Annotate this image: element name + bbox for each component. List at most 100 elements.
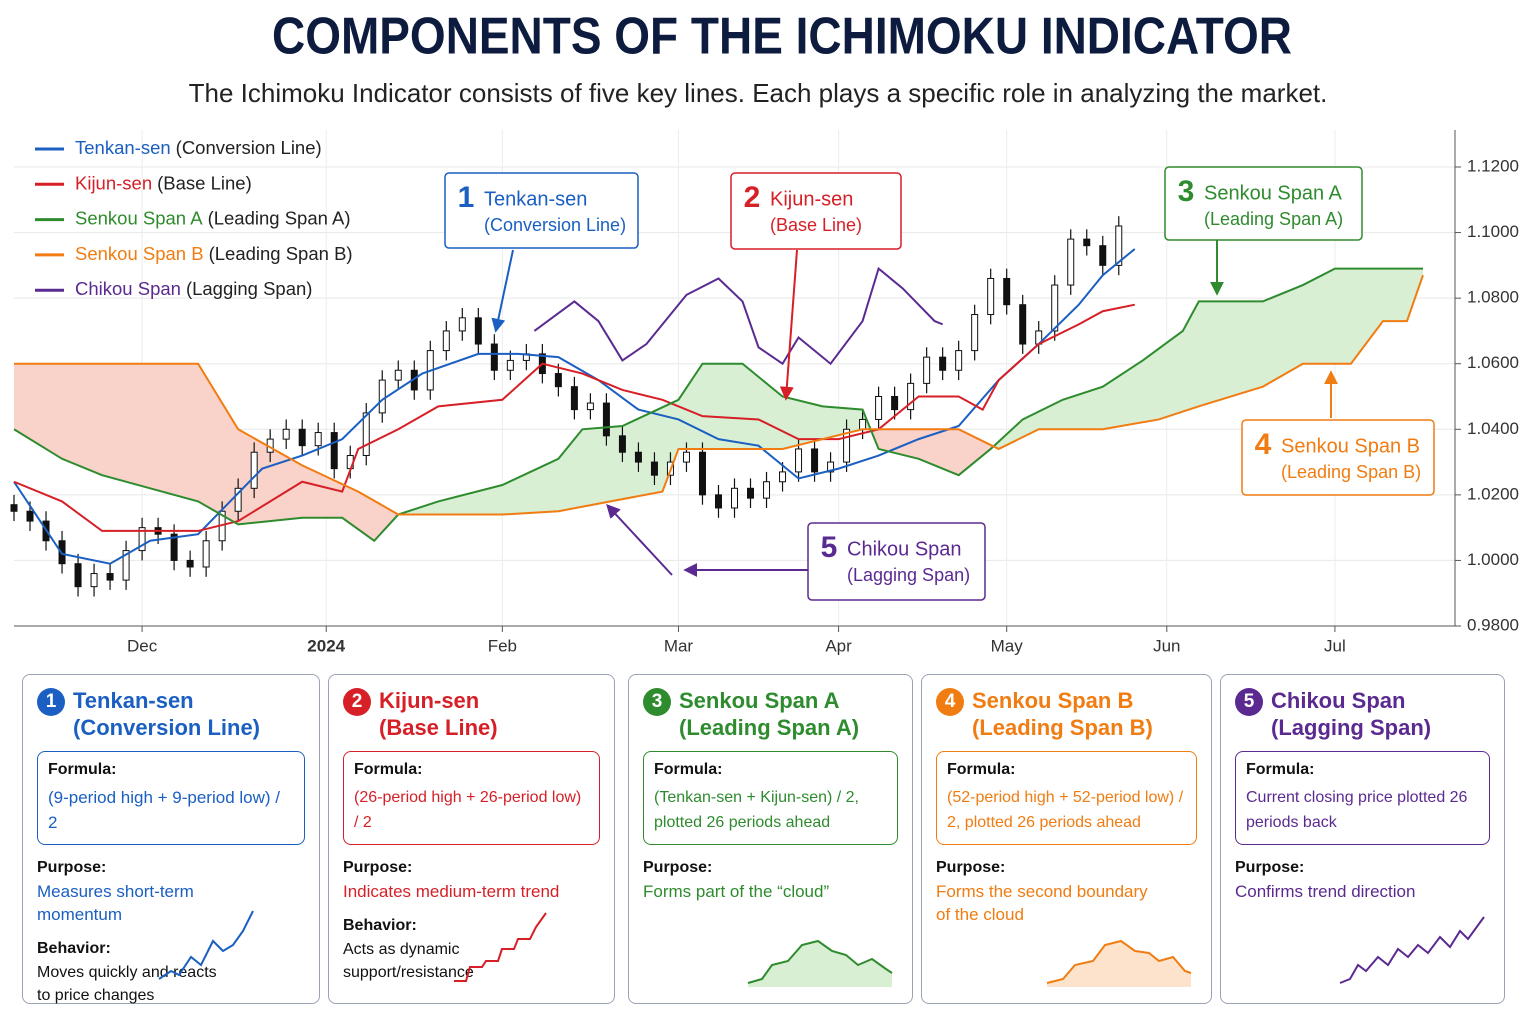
card-header: 4 Senkou Span B (Leading Span B) [936, 687, 1197, 749]
card-header: 5 Chikou Span (Lagging Span) [1235, 687, 1490, 749]
candle-body [10, 504, 18, 512]
annotation-title: Senkou Span B [1281, 435, 1420, 457]
behavior-label: Behavior: [343, 917, 417, 934]
candle-body [923, 356, 931, 384]
y-tick-label: 1.0800 [1467, 288, 1519, 307]
sparkline [1046, 939, 1192, 987]
purpose-section: Purpose: Confirms trend direction [1235, 859, 1490, 903]
card-header: 3 Senkou Span A (Leading Span A) [643, 687, 898, 749]
formula-box: Formula: Current closing price plotted 26… [1235, 751, 1490, 845]
y-tick-label: 1.1000 [1467, 222, 1519, 241]
formula-text: (26-period high + 26-period low) / 2 [354, 789, 582, 831]
candle-body [202, 540, 210, 568]
purpose-section: Purpose: Indicates medium-term trend [343, 859, 600, 903]
legend-entry: Senkou Span B (Leading Span B) [75, 243, 353, 264]
candle-body [170, 533, 178, 561]
formula-label: Formula: [654, 761, 723, 778]
purpose-text: Forms the second boundary of the cloud [936, 882, 1148, 924]
card: 2 Kijun-sen (Base Line) Formula: (26-period … [328, 674, 615, 1004]
formula-text: (Tenkan-sen + Kijun-sen) / 2, plotted 26… [654, 789, 859, 831]
series-line [13, 248, 1136, 565]
candle-body [698, 451, 706, 496]
annotation-box [730, 172, 902, 250]
candle-body [442, 330, 450, 352]
card-number: 2 [343, 688, 371, 716]
series-line [533, 266, 944, 366]
y-tick-label: 1.1200 [1467, 156, 1519, 175]
candle-body [330, 432, 338, 470]
formula-label: Formula: [1246, 761, 1315, 778]
candle-body [458, 317, 466, 332]
x-tick-label: Feb [488, 636, 517, 655]
candle-body [586, 402, 594, 411]
candle-body [891, 396, 899, 411]
candle-body [634, 451, 642, 463]
sparkline-line [454, 912, 547, 982]
formula-box: Formula: (26-period high + 26-period low)… [343, 751, 600, 845]
card: 3 Senkou Span A (Leading Span A) Formula: (T… [628, 674, 913, 1004]
y-tick-label: 1.0200 [1467, 484, 1519, 503]
annotation-title: Tenkan-sen [484, 188, 587, 210]
legend-label: (Leading Span A) [208, 207, 351, 228]
candle-body [186, 559, 194, 568]
candle-body [1067, 238, 1075, 286]
candle-body [90, 573, 98, 588]
candle-body [827, 461, 835, 473]
annotation-arrow [779, 249, 798, 401]
purpose-section: Purpose: Forms part of the “cloud” [643, 859, 898, 903]
candle-body [859, 418, 867, 430]
card: 5 Chikou Span (Lagging Span) Formula: Curren… [1220, 674, 1505, 1004]
card-subtitle: (Lagging Span) [1271, 715, 1432, 740]
purpose-label: Purpose: [936, 859, 1006, 876]
formula-text: (9-period high + 9-period low) / 2 [48, 788, 280, 832]
candle-body [282, 428, 290, 440]
annotation-subtitle: (Leading Span B) [1281, 462, 1421, 482]
sparkline-fill [1047, 941, 1191, 987]
candle-body [843, 428, 851, 463]
card-number: 1 [37, 688, 65, 716]
purpose-label: Purpose: [643, 859, 713, 876]
sparkline-line [1046, 939, 1192, 984]
y-tick-label: 1.0600 [1467, 353, 1519, 372]
annotation-number: 3 [1178, 175, 1195, 208]
candle-body [747, 487, 755, 499]
card-subtitle: (Conversion Line) [73, 715, 261, 740]
legend-label: (Conversion Line) [176, 137, 322, 158]
behavior-section: Behavior: Acts as dynamic support/resista… [343, 917, 600, 984]
annotation-box [1164, 166, 1363, 241]
annotation-box [1241, 419, 1435, 496]
card-title: Senkou Span B [972, 688, 1134, 713]
behavior-label: Behavior: [37, 940, 111, 957]
behavior-text: Acts as dynamic support/resistance [343, 941, 474, 981]
annotation-number: 5 [821, 531, 838, 564]
behavior-text: Moves quickly and reacts to price change… [37, 964, 217, 1004]
card-title-block: Tenkan-sen (Conversion Line) [73, 687, 260, 741]
candle-body [875, 396, 883, 420]
candle-body [987, 277, 995, 316]
legend-entry: Chikou Span (Lagging Span) [75, 278, 312, 299]
sparkline-line [1339, 916, 1485, 984]
card-header: 2 Kijun-sen (Base Line) [343, 687, 600, 749]
legend-name: Tenkan-sen [75, 137, 171, 158]
card: 4 Senkou Span B (Leading Span B) Formula: (5… [921, 674, 1212, 1004]
candle-body [971, 314, 979, 352]
candle-body [234, 487, 242, 512]
card-number: 5 [1235, 688, 1263, 716]
formula-text: (52-period high + 52-period low) / 2, pl… [947, 789, 1184, 831]
formula-box: Formula: (Tenkan-sen + Kijun-sen) / 2, pl… [643, 751, 898, 845]
candle-body [378, 379, 386, 414]
candle-body [618, 435, 626, 453]
legend-label: (Leading Span B) [209, 243, 353, 264]
candle-body [298, 428, 306, 447]
legend-label: (Lagging Span) [186, 278, 313, 299]
card-title: Chikou Span [1271, 688, 1406, 713]
card-title-block: Senkou Span B (Leading Span B) [972, 687, 1153, 741]
candle-body [106, 573, 114, 581]
page-subtitle: The Ichimoku Indicator consists of five … [189, 78, 1328, 108]
annotation-title: Kijun-sen [770, 188, 853, 210]
legend-entry: Senkou Span A (Leading Span A) [75, 207, 351, 228]
candle-body [474, 317, 482, 345]
sparkline-fill [748, 941, 892, 987]
x-tick-label: 2024 [307, 636, 345, 655]
